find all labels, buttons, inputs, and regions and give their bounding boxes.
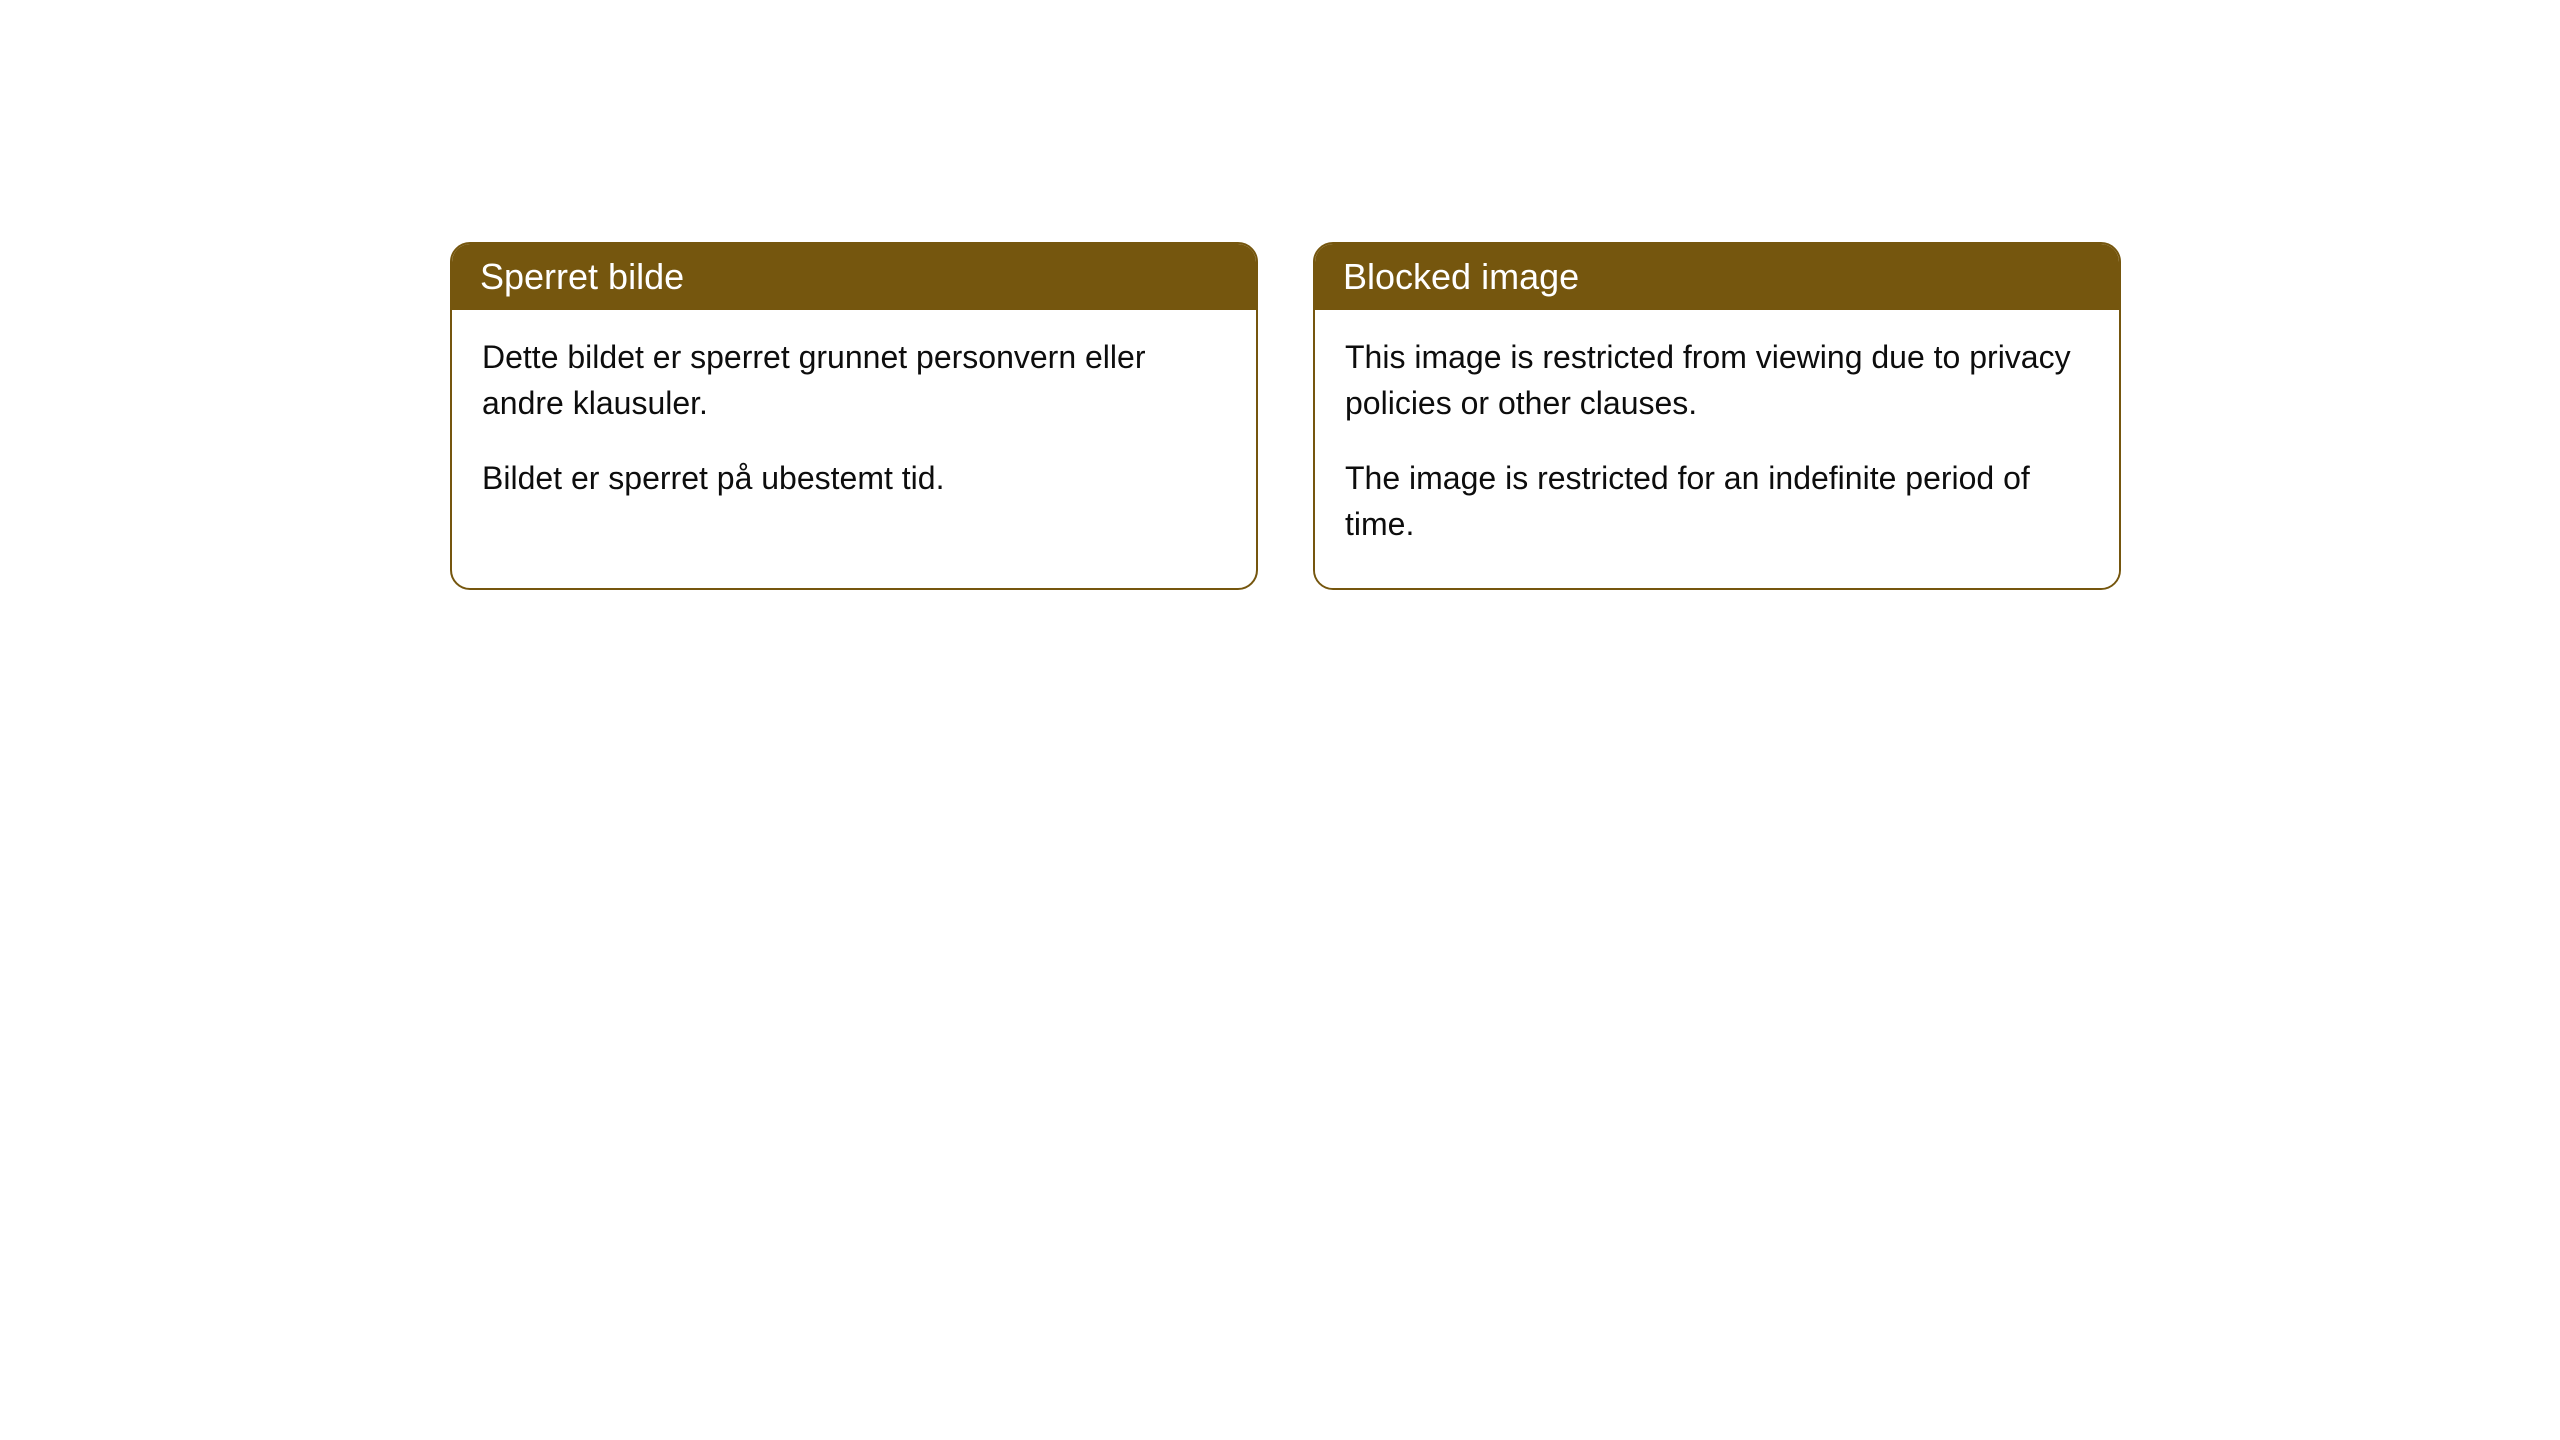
card-paragraph: Bildet er sperret på ubestemt tid. <box>482 455 1226 501</box>
cards-container: Sperret bilde Dette bildet er sperret gr… <box>450 242 2121 590</box>
card-title: Sperret bilde <box>480 256 684 297</box>
card-paragraph: Dette bildet er sperret grunnet personve… <box>482 334 1226 427</box>
notice-card-norwegian: Sperret bilde Dette bildet er sperret gr… <box>450 242 1258 590</box>
card-header: Blocked image <box>1315 244 2119 310</box>
card-body: This image is restricted from viewing du… <box>1315 310 2119 588</box>
card-title: Blocked image <box>1343 256 1579 297</box>
card-paragraph: This image is restricted from viewing du… <box>1345 334 2089 427</box>
card-paragraph: The image is restricted for an indefinit… <box>1345 455 2089 548</box>
notice-card-english: Blocked image This image is restricted f… <box>1313 242 2121 590</box>
card-header: Sperret bilde <box>452 244 1256 310</box>
card-body: Dette bildet er sperret grunnet personve… <box>452 310 1256 541</box>
